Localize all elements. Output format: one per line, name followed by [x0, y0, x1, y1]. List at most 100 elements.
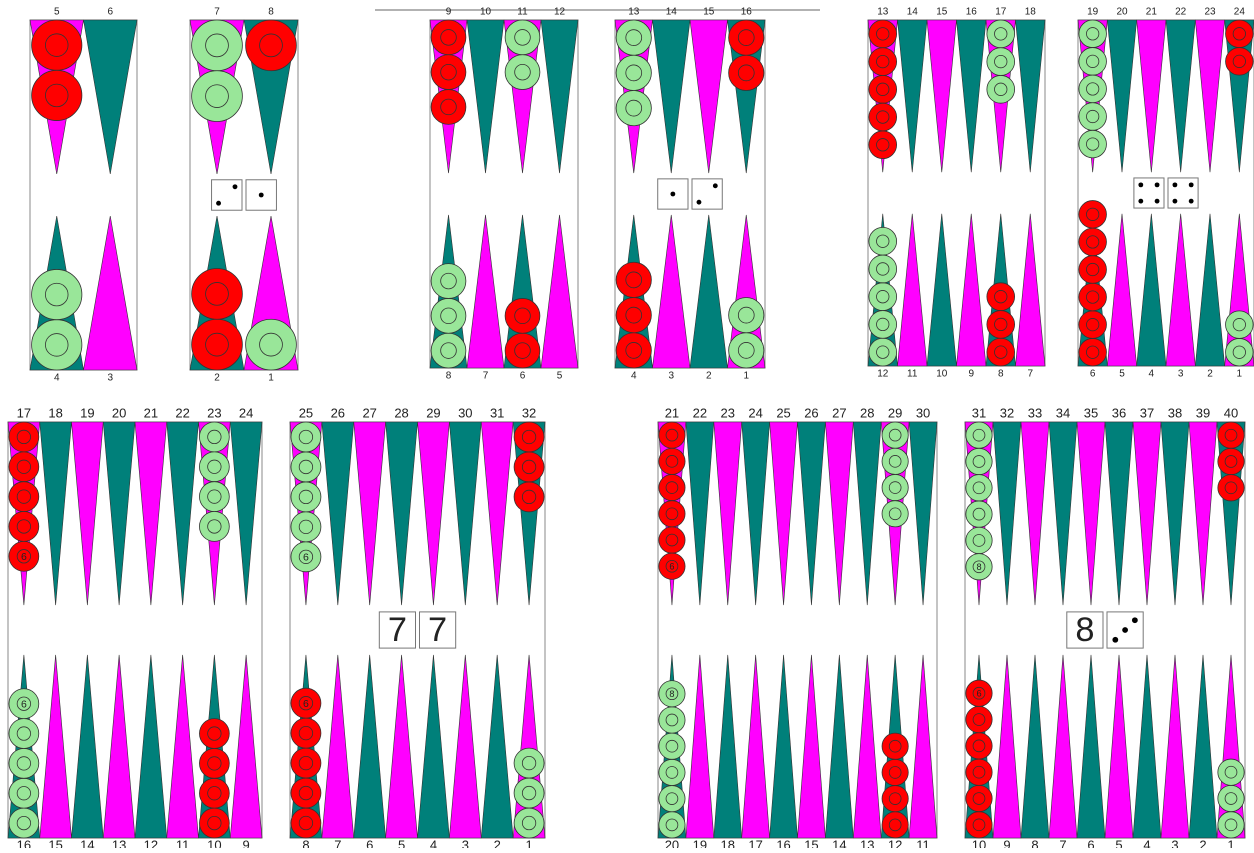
- checker: [32, 269, 82, 319]
- stack-count: 8: [669, 689, 674, 699]
- die-pip: [1173, 199, 1178, 204]
- checker: [291, 808, 321, 838]
- point-number: 19: [80, 405, 94, 420]
- checker: [1079, 20, 1107, 48]
- point-number: 36: [1112, 405, 1126, 420]
- point-number: 6: [1090, 369, 1096, 380]
- point-triangle: [467, 20, 504, 173]
- point-triangle: [653, 20, 691, 173]
- die-pip: [697, 200, 702, 205]
- point-number: 5: [54, 7, 60, 18]
- point-number: 34: [1056, 405, 1070, 420]
- point-number: 31: [972, 405, 986, 420]
- point-triangle: [386, 422, 418, 605]
- checker: [882, 733, 908, 759]
- checker: [1079, 338, 1107, 366]
- checker: [966, 448, 992, 474]
- point-triangle: [957, 214, 987, 366]
- point-number: 7: [214, 7, 220, 18]
- checker: [966, 812, 992, 838]
- point-number: 21: [1146, 7, 1158, 18]
- point-triangle: [927, 214, 957, 366]
- checker: [246, 319, 297, 370]
- point-triangle: [1189, 655, 1217, 838]
- checker: [987, 338, 1015, 366]
- checker: [1218, 785, 1244, 811]
- point-triangle: [853, 655, 881, 838]
- checker: [869, 48, 897, 76]
- checker: [869, 75, 897, 103]
- point-triangle: [1166, 20, 1195, 172]
- checker: [659, 812, 685, 838]
- point-triangle: [714, 422, 742, 605]
- checker: [1218, 448, 1244, 474]
- checker: [199, 452, 229, 482]
- checker: [869, 227, 897, 255]
- point-triangle: [481, 655, 513, 838]
- point-number: 2: [1207, 369, 1213, 380]
- point-triangle: [1105, 422, 1133, 605]
- point-number: 9: [243, 837, 250, 848]
- board-screenshot: 5643782191011128765131415164321131415161…: [0, 0, 1254, 848]
- point-number: 33: [1028, 405, 1042, 420]
- point-triangle: [898, 20, 928, 172]
- point-number: 32: [1000, 405, 1014, 420]
- point-triangle: [1105, 655, 1133, 838]
- point-number: 20: [1116, 7, 1128, 18]
- checker: [966, 475, 992, 501]
- checker: [192, 20, 243, 71]
- point-number: 21: [665, 405, 679, 420]
- point-number: 12: [877, 369, 889, 380]
- point-number: 16: [17, 837, 31, 848]
- point-number: 3: [107, 373, 113, 384]
- point-triangle: [1133, 422, 1161, 605]
- point-triangle: [686, 655, 714, 838]
- checker: [1218, 812, 1244, 838]
- checker: [869, 20, 897, 48]
- checker: [192, 71, 243, 122]
- point-triangle: [798, 655, 826, 838]
- point-number: 15: [936, 7, 948, 18]
- point-number: 30: [458, 405, 472, 420]
- checker: [882, 812, 908, 838]
- checker: [987, 20, 1015, 48]
- checker: [431, 55, 466, 90]
- checker: [966, 527, 992, 553]
- checker: [882, 786, 908, 812]
- checker: [729, 333, 764, 368]
- checker: [291, 718, 321, 748]
- checker: [32, 320, 82, 370]
- point-triangle: [853, 422, 881, 605]
- die-pip: [1155, 182, 1160, 187]
- checker: [616, 298, 651, 333]
- board: 91011128765131415164321: [430, 7, 765, 382]
- point-number: 3: [1171, 837, 1178, 848]
- point-number: 11: [916, 837, 930, 848]
- checker: [987, 283, 1015, 311]
- checker: [987, 75, 1015, 103]
- point-triangle: [1137, 214, 1166, 366]
- checker: [199, 482, 229, 512]
- checker: [1218, 475, 1244, 501]
- die-pip: [259, 193, 264, 198]
- checker: [869, 103, 897, 131]
- point-triangle: [1016, 20, 1046, 172]
- point-number: 28: [860, 405, 874, 420]
- point-triangle: [1016, 214, 1046, 366]
- point-triangle: [1195, 214, 1224, 366]
- point-number: 21: [144, 405, 158, 420]
- checker: [431, 90, 466, 125]
- die-number: 7: [388, 611, 407, 649]
- point-number: 14: [666, 7, 678, 18]
- point-number: 16: [741, 7, 753, 18]
- point-triangle: [418, 422, 450, 605]
- checker: [659, 759, 685, 785]
- checker: [9, 778, 39, 808]
- point-triangle: [167, 655, 199, 838]
- checker: [1079, 201, 1107, 229]
- point-number: 7: [483, 371, 489, 382]
- checker: [1079, 130, 1107, 158]
- point-number: 23: [207, 405, 221, 420]
- point-number: 4: [1149, 369, 1155, 380]
